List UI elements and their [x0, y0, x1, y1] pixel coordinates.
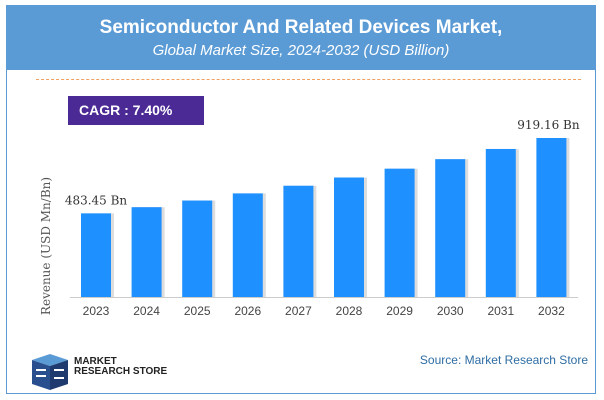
bar-2029 [384, 168, 415, 297]
data-label-last: 919.16 Bn [517, 118, 580, 132]
bar-2027 [283, 185, 314, 297]
bar-2025 [182, 200, 213, 297]
dashed-divider [36, 79, 581, 80]
bar-2032 [536, 138, 567, 297]
logo-line-2: RESEARCH STORE [74, 366, 168, 377]
x-tick-label: 2026 [234, 304, 261, 318]
logo-text: MARKET RESEARCH STORE [74, 357, 167, 377]
x-tick-label: 2025 [184, 304, 211, 318]
bar-2031 [485, 148, 516, 297]
x-tick-label: 2024 [133, 304, 160, 318]
x-tick-label: 2023 [83, 304, 110, 318]
bar-2030 [435, 159, 466, 297]
data-label-first: 483.45 Bn [65, 193, 128, 207]
x-tick-label: 2031 [487, 304, 514, 318]
chart-subtitle: Global Market Size, 2024-2032 (USD Billi… [152, 42, 450, 59]
chart-frame [6, 5, 596, 394]
chart-title: Semiconductor And Related Devices Market… [99, 17, 503, 38]
x-tick-label: 2029 [386, 304, 413, 318]
bar-2028 [334, 177, 364, 297]
source-text: Source: Market Research Store [419, 353, 588, 367]
logo-line-1: MARKET [74, 356, 117, 367]
bar-2023 [81, 213, 111, 297]
x-tick-label: 2030 [437, 304, 464, 318]
cagr-badge: CAGR : 7.40% [68, 96, 204, 125]
x-tick-label: 2027 [285, 304, 312, 318]
bar-2026 [232, 193, 263, 297]
chart-header: Semiconductor And Related Devices Market… [7, 6, 595, 70]
x-tick-label: 2032 [538, 304, 565, 318]
x-tick-label: 2028 [336, 304, 363, 318]
market-research-store-logo-icon [32, 354, 68, 390]
bar-2024 [131, 207, 162, 297]
